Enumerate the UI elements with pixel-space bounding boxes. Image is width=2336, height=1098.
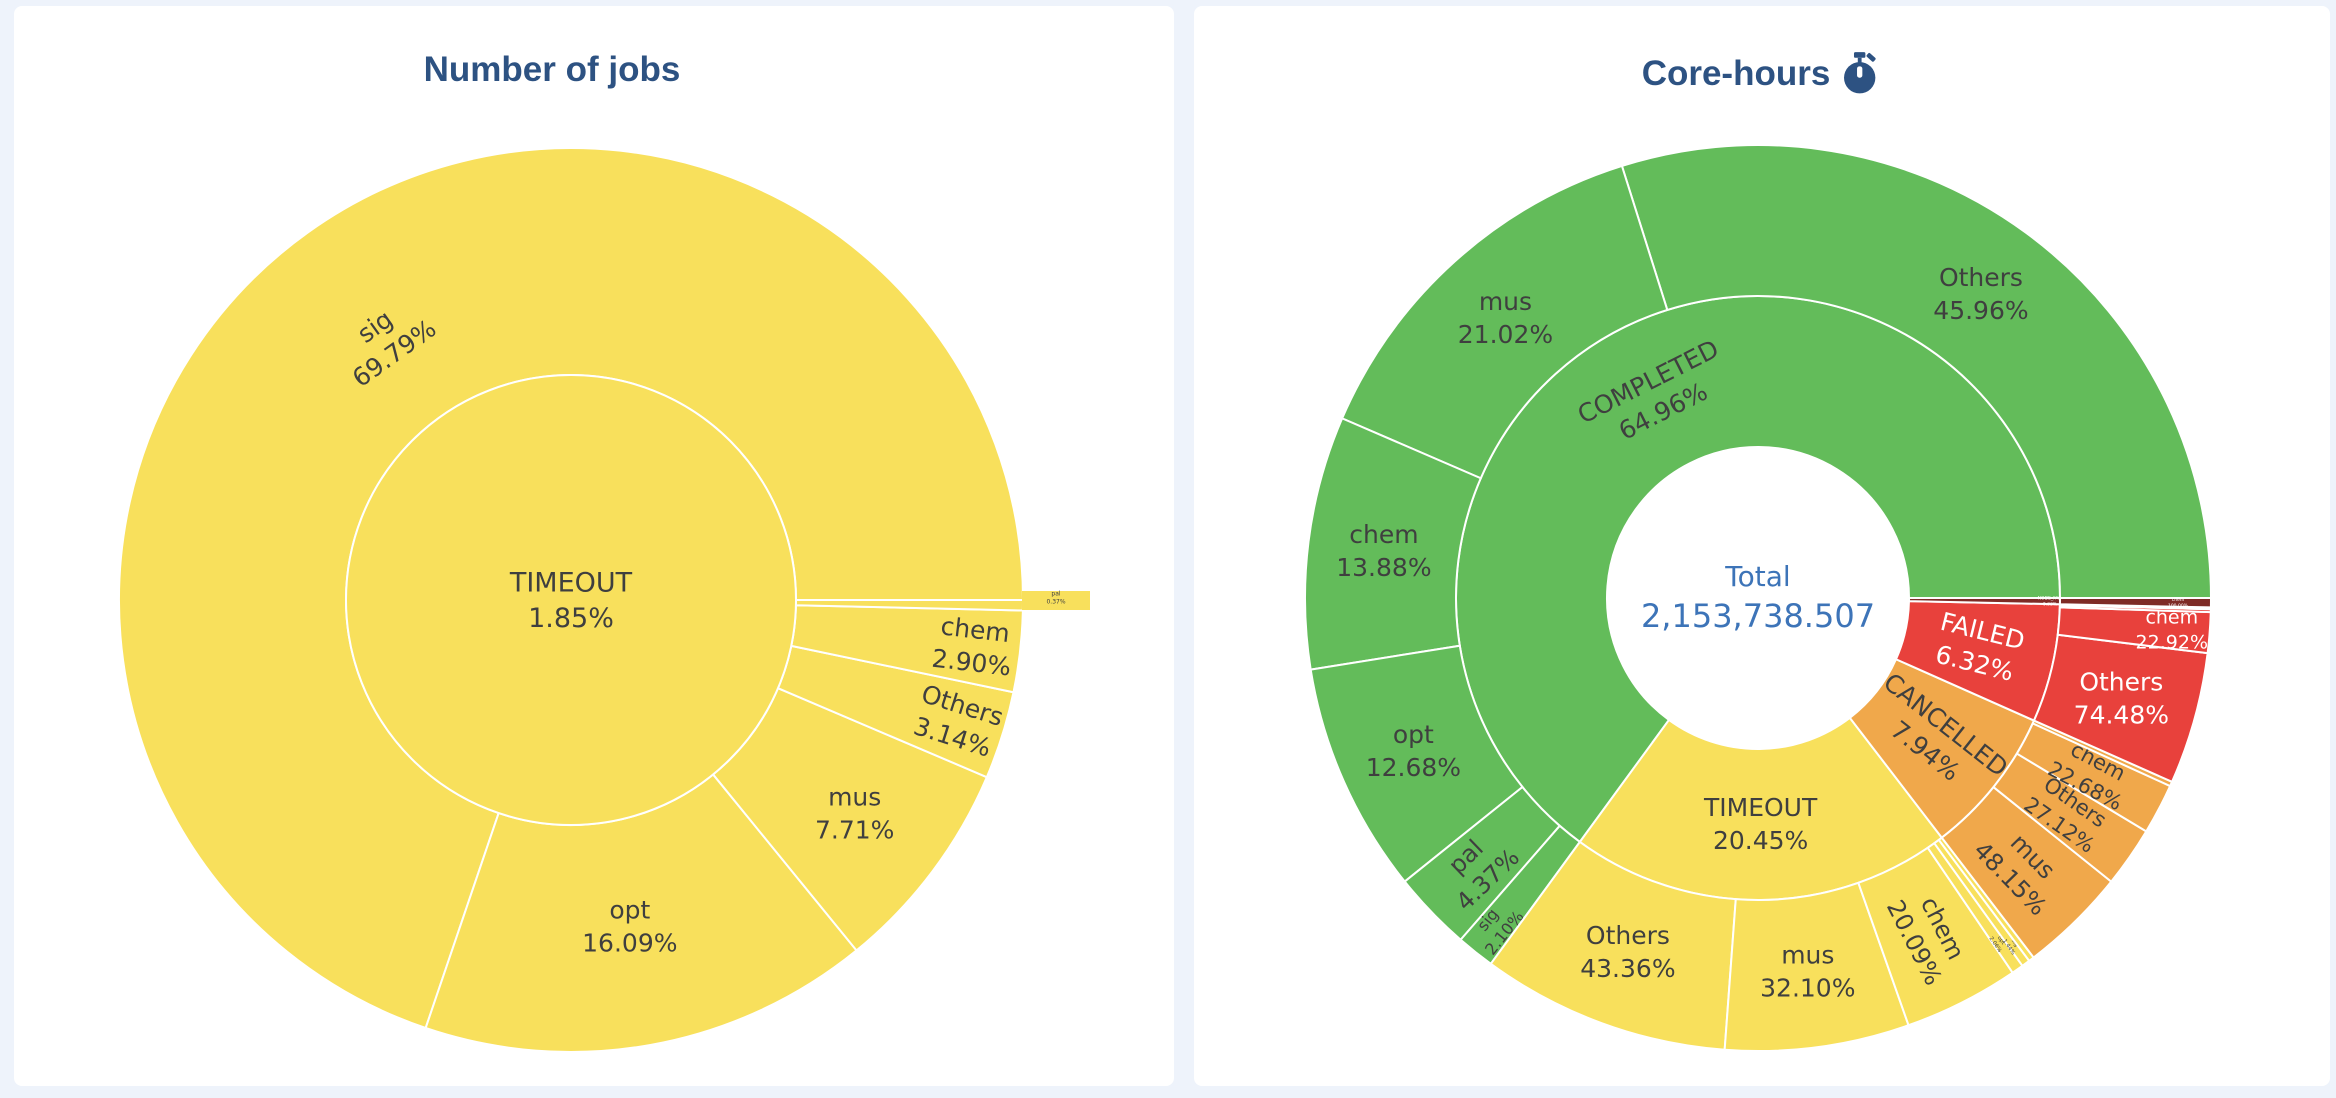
core-hours-chart-title: Core-hours (1642, 52, 1879, 94)
project-label-completed-opt: opt 12.68% (1366, 720, 1461, 782)
tiny-outside-label-chip (1022, 591, 1090, 610)
project-label-completed-Others: Others 45.96% (1933, 263, 2028, 325)
status-label-timeout: TIMEOUT 20.45% (1703, 793, 1818, 855)
slice-label-opt: opt 16.09% (582, 896, 677, 958)
stopwatch-icon (1843, 52, 1876, 94)
status-label-node_fail: NODE_FAIL 0.33% (2038, 596, 2063, 608)
core-hours-chart-title-text: Core-hours (1641, 53, 1831, 93)
jobs-chart-title: Number of jobs (424, 52, 681, 87)
sunburst-center-hole (1607, 447, 1909, 749)
center-total-label: Total 2,153,738.507 (1641, 560, 1875, 635)
project-slice-node_fail-chem[interactable] (2058, 597, 2212, 609)
center-label-timeout: TIMEOUT 1.85% (509, 567, 633, 634)
core-hours-sunburst-chart[interactable]: COMPLETED64.96%Others 45.96%mus 21.02%chem… (1194, 6, 2330, 1086)
project-label-timeout-mus: mus 32.10% (1760, 941, 1855, 1003)
project-label-timeout-Others: Others 43.36% (1580, 921, 1675, 983)
number-of-jobs-card: Number of jobs sig69.79% opt 16.09% mus 7.71… (14, 6, 1174, 1086)
project-label-node_fail-chem: chem 100.00% (2168, 597, 2189, 609)
project-label-completed-mus: mus 21.02% (1458, 287, 1553, 349)
project-label-failed-Others: Others 74.48% (2074, 668, 2169, 730)
jobs-sunburst-chart[interactable]: sig69.79%opt 16.09%mus 7.71%Others3.14%che… (14, 6, 1174, 1086)
slice-label-pal-tiny: pal 0.37% (1046, 591, 1065, 606)
project-slice-completed-Others[interactable] (1620, 144, 2212, 599)
center-node-timeout[interactable] (345, 374, 797, 826)
slice-label-mus: mus 7.71% (815, 782, 894, 844)
project-label-completed-chem: chem 13.88% (1336, 520, 1431, 582)
core-hours-card: Core-hours COMPLETED64.96% Others 45.96% mu… (1194, 6, 2330, 1086)
jobs-chart-title-text: Number of jobs (423, 50, 681, 89)
